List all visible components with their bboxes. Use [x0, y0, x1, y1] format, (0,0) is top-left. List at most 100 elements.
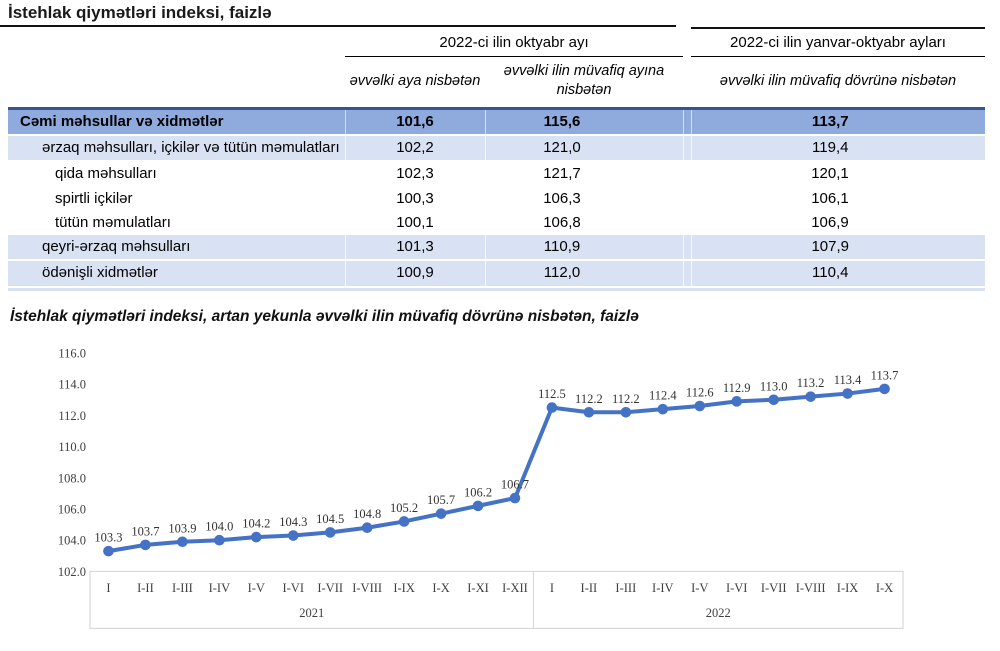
x-axis-tick-label: I-VIII: [796, 581, 826, 595]
cell-value: 120,1: [691, 161, 985, 187]
cell-value: 112,0: [484, 260, 683, 288]
cell-value: 102,2: [344, 135, 485, 163]
column-gap: [682, 260, 691, 288]
y-axis-tick-label: 114.0: [58, 377, 86, 391]
data-point-label: 104.8: [353, 507, 381, 521]
x-axis-tick-label: I-VIII: [352, 581, 382, 595]
cell-value: 101,3: [344, 235, 485, 262]
x-axis-tick-label: I-X: [876, 581, 893, 595]
data-point-label: 104.2: [242, 516, 270, 530]
data-point-label: 113.0: [760, 379, 788, 393]
data-point-label: 112.6: [686, 385, 714, 399]
row-label: qeyri-ərzaq məhsulları: [8, 235, 345, 262]
data-point-label: 104.0: [205, 519, 233, 533]
table-row: tütün məmulatları 100,1 106,8 106,9: [8, 210, 985, 236]
data-point-marker: [287, 529, 299, 541]
column-gap: [683, 186, 691, 211]
data-point-marker: [879, 383, 890, 394]
column-gap: [683, 28, 691, 57]
x-axis-tick-label: I-III: [615, 581, 636, 595]
page-title: İstehlak qiymətləri indeksi, faizlə: [8, 3, 272, 22]
data-point-marker: [472, 500, 484, 511]
cell-value: 107,9: [690, 235, 985, 262]
data-point-label: 104.5: [316, 512, 344, 526]
cell-value: 102,3: [345, 161, 485, 187]
column-gap: [682, 235, 691, 262]
cell-value: 100,9: [344, 260, 485, 288]
cell-value: 119,4: [690, 135, 985, 163]
data-point-label: 112.5: [538, 387, 566, 401]
data-point-marker: [694, 400, 706, 412]
table-row: Cəmi məhsullar və xidmətlər 101,6 115,6 113…: [8, 106, 985, 137]
cell-value: 101,6: [344, 106, 485, 137]
x-axis-box: [89, 570, 904, 629]
x-axis-tick-label: I-IX: [837, 581, 859, 595]
y-axis-tick-label: 116.0: [58, 346, 86, 360]
y-axis-tick-label: 104.0: [58, 533, 86, 547]
data-point-marker: [842, 387, 853, 399]
column-group-jan-oct: 2022-ci ilin yanvar-oktyabr ayları: [691, 27, 985, 58]
empty-corner-cell: [8, 57, 345, 109]
data-point-label: 105.2: [390, 501, 418, 515]
data-point-marker: [361, 522, 373, 533]
page-title-rule: İstehlak qiymətləri indeksi, faizlə: [0, 0, 676, 27]
data-point-marker: [805, 391, 816, 402]
x-axis-tick-label: I-IX: [393, 581, 415, 595]
column-gap: [683, 161, 691, 187]
cell-value: 121,0: [484, 135, 683, 163]
row-label: qida məhsulları: [8, 161, 345, 187]
column-gap: [683, 210, 691, 236]
column-gap: [683, 57, 691, 109]
cell-value: 100,3: [345, 186, 485, 211]
x-axis-tick-label: I: [550, 581, 554, 595]
data-point-marker: [140, 539, 151, 550]
chart-title: İstehlak qiymətləri indeksi, artan yekun…: [10, 307, 639, 325]
y-axis-tick-label: 106.0: [58, 502, 86, 516]
cell-value: 113,7: [690, 106, 985, 137]
data-point-label: 103.7: [131, 524, 159, 538]
x-axis-tick-label: I-XII: [502, 581, 528, 595]
data-point-label: 103.3: [94, 530, 122, 544]
data-point-label: 113.2: [797, 376, 825, 390]
y-axis-tick-label: 110.0: [58, 440, 86, 454]
data-point-marker: [657, 403, 669, 415]
column-gap: [682, 106, 691, 137]
data-point-marker: [103, 545, 114, 557]
cell-value: 106,9: [691, 210, 985, 236]
x-axis-tick-label: I-X: [432, 581, 449, 595]
subheader-vs-previous-month: əvvəlki aya nisbətən: [349, 72, 481, 89]
data-point-label: 106.2: [464, 485, 492, 499]
table-row: ödənişli xidmətlər 100,9 112,0 110,4: [8, 260, 985, 288]
row-label: spirtli içkilər: [8, 186, 345, 211]
row-label: Cəmi məhsullar və xidmətlər: [8, 106, 345, 137]
data-point-label: 103.9: [168, 521, 196, 535]
row-label: ərzaq məhsulları, içkilər və tütün məmul…: [8, 135, 345, 163]
cell-value: 110,4: [690, 260, 985, 288]
x-axis-tick-label: I-II: [137, 581, 154, 595]
data-point-label: 112.4: [649, 388, 677, 402]
data-point-label: 104.3: [279, 515, 307, 529]
data-point-label: 105.7: [427, 493, 455, 507]
data-point-marker: [250, 531, 262, 543]
x-axis-tick-label: I-III: [172, 581, 193, 595]
y-axis-tick-label: 108.0: [58, 471, 86, 485]
column-group-header-row: 2022-ci ilin oktyabr ayı 2022-ci ilin ya…: [8, 27, 985, 58]
data-point-marker: [546, 401, 558, 413]
x-axis-tick-label: I-IV: [209, 581, 231, 595]
data-point-marker: [620, 406, 632, 418]
subheader-vs-same-period-prev-year: əvvəlki ilin müvafiq dövrünə nisbətən: [719, 72, 957, 89]
y-axis-tick-label: 112.0: [58, 409, 86, 423]
cell-value: 121,7: [485, 161, 683, 187]
row-label: tütün məmulatları: [8, 210, 345, 236]
x-axis-tick-label: I-V: [248, 581, 265, 595]
cpi-series-line: [106, 386, 887, 553]
cpi-line-chart: 102.0 104.0 106.0 108.0 110.0 112.0 114.0 116.0…: [58, 346, 904, 629]
cell-value: 106,8: [485, 210, 683, 236]
x-axis-tick-label: I-IV: [652, 581, 674, 595]
data-point-label: 112.9: [723, 381, 751, 395]
data-point-marker: [177, 536, 188, 547]
data-point-marker: [731, 395, 743, 407]
y-axis-tick-label: 102.0: [58, 565, 86, 579]
column-gap: [682, 135, 691, 163]
